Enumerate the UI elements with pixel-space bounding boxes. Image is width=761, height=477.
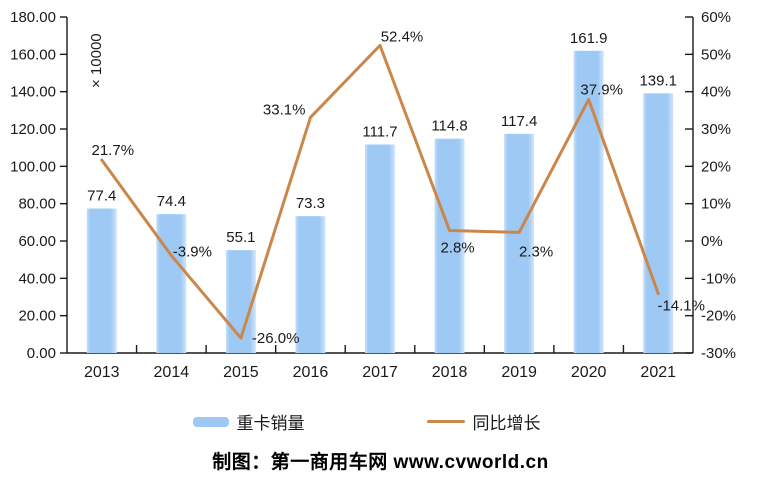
bar-value-label: 55.1 — [226, 229, 255, 246]
right-axis-tick-label: 50% — [701, 46, 731, 63]
bar-value-label: 74.4 — [157, 193, 186, 210]
x-axis-label: 2016 — [293, 364, 329, 381]
chart-legend: 重卡销量 同比增长 — [0, 409, 747, 434]
right-axis-tick-label: 20% — [701, 158, 731, 175]
line-point-label: -3.9% — [173, 244, 212, 261]
legend-line-swatch — [426, 420, 465, 423]
line-point-label: 21.7% — [92, 142, 135, 159]
growth-line — [100, 43, 660, 340]
x-axis-label: 2021 — [640, 364, 676, 381]
bar-2018 — [434, 138, 465, 353]
line-point-label: 37.9% — [580, 82, 623, 99]
left-axis-tick-label: 0.00 — [27, 345, 56, 362]
x-axis-label: 2017 — [362, 364, 398, 381]
right-axis-tick-label: 0% — [701, 233, 723, 250]
left-axis-tick-label: 140.00 — [10, 84, 56, 101]
line-point-label: 52.4% — [381, 28, 424, 45]
bar-2021 — [643, 93, 674, 353]
bar-2014 — [156, 214, 187, 353]
right-axis-tick-label: -10% — [701, 270, 736, 287]
bar-value-label: 111.7 — [362, 123, 397, 140]
x-axis-label: 2013 — [84, 364, 120, 381]
bar-value-label: 161.9 — [570, 30, 608, 47]
line-point-label: -26.0% — [252, 330, 300, 347]
legend-item-growth: 同比增长 — [426, 409, 541, 434]
bar-value-label: 73.3 — [296, 195, 325, 212]
bar-2016 — [295, 216, 326, 353]
bar-2017 — [365, 144, 395, 353]
line-point-label: 2.3% — [519, 243, 553, 260]
left-axis-tick-label: 80.00 — [18, 196, 56, 213]
left-axis-tick-label: 60.00 — [18, 233, 56, 250]
bar-2013 — [86, 208, 117, 353]
legend-item-sales: 重卡销量 — [192, 409, 305, 434]
chart-source-caption: 制图：第一商用车网 www.cvworld.cn — [212, 452, 549, 473]
right-axis-tick-label: 10% — [701, 196, 731, 213]
x-axis-label: 2015 — [223, 364, 259, 381]
bar-value-label: 117.4 — [501, 113, 537, 130]
left-axis-tick-label: 160.00 — [10, 46, 56, 63]
bar-value-label: 77.4 — [87, 188, 116, 205]
x-axis-label: 2014 — [154, 364, 190, 381]
x-axis-label: 2019 — [501, 364, 537, 381]
line-point-label: -14.1% — [657, 298, 705, 315]
right-axis-tick-label: 60% — [701, 9, 731, 26]
legend-line-label: 同比增长 — [472, 414, 541, 433]
x-axis-label: 2020 — [571, 364, 607, 381]
legend-bar-swatch — [192, 416, 229, 427]
bar-2019 — [504, 133, 535, 353]
right-axis-tick-label: 40% — [701, 84, 731, 101]
left-axis-unit-label: × 10000 — [88, 33, 105, 88]
left-axis-tick-label: 40.00 — [18, 270, 56, 287]
line-point-label: 2.8% — [440, 240, 474, 257]
left-axis-tick-label: 120.00 — [10, 121, 56, 138]
left-axis-tick-label: 20.00 — [18, 308, 56, 325]
right-axis-tick-label: -20% — [701, 308, 736, 325]
x-axis-label: 2018 — [432, 364, 468, 381]
line-point-label: 33.1% — [263, 101, 306, 118]
right-axis-tick-label: -30% — [701, 345, 736, 362]
bar-value-label: 114.8 — [431, 118, 467, 135]
right-axis-tick-label: 30% — [701, 121, 731, 138]
legend-bar-label: 重卡销量 — [236, 414, 305, 433]
truck-sales-combo-chart: 0.00 20.00 40.00 60.00 80.00 100.00 120.00 140.… — [10, 9, 736, 381]
bar-value-label: 139.1 — [639, 72, 677, 89]
left-axis-tick-label: 100.00 — [10, 158, 56, 175]
left-axis-tick-label: 180.00 — [10, 9, 56, 26]
